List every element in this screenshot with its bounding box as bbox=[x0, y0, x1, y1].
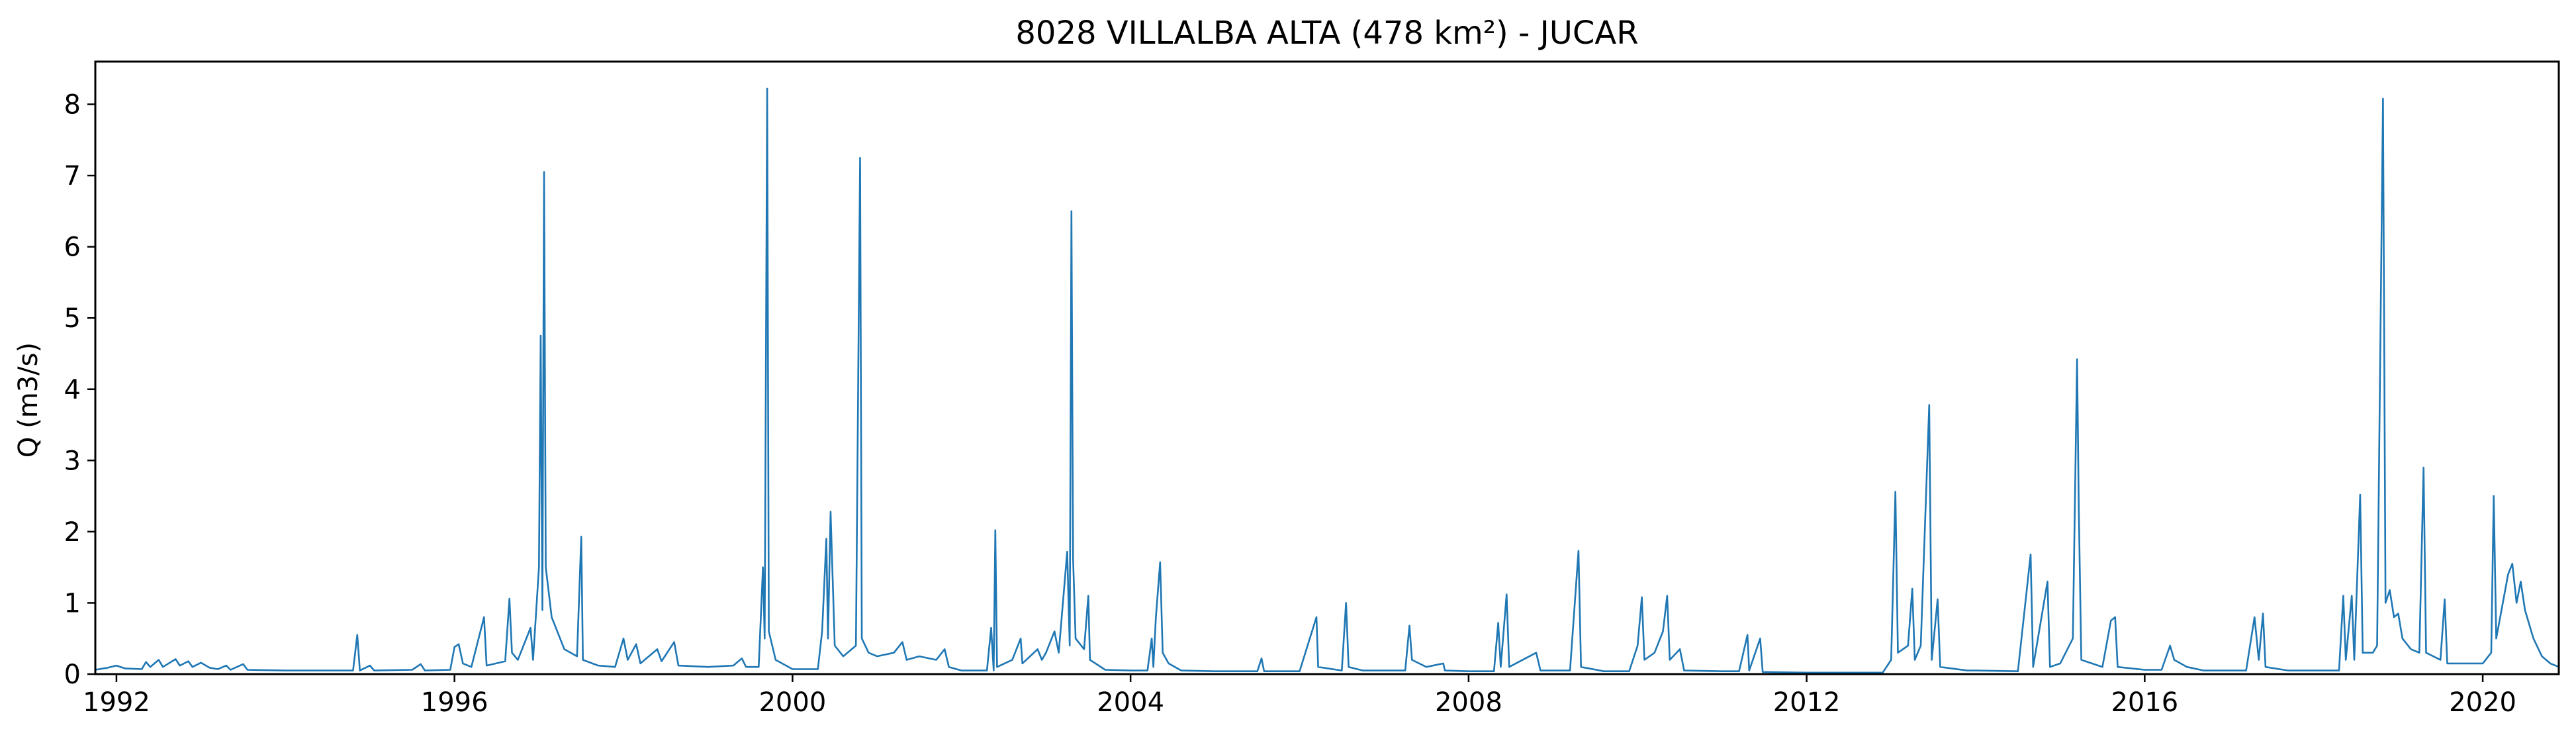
y-tick-label: 6 bbox=[64, 232, 81, 263]
x-tick-label: 2004 bbox=[1097, 687, 1164, 718]
x-tick-label: 1992 bbox=[83, 687, 150, 718]
chart-title: 8028 VILLALBA ALTA (478 km²) - JUCAR bbox=[1015, 15, 1638, 52]
y-tick-label: 8 bbox=[64, 90, 81, 121]
y-axis: 0 1 2 3 4 5 6 7 8 bbox=[64, 90, 95, 690]
axes-frame bbox=[94, 60, 2560, 675]
x-tick-label: 2016 bbox=[2111, 687, 2178, 718]
x-tick-label: 1996 bbox=[421, 687, 488, 718]
y-tick-label: 5 bbox=[64, 303, 81, 334]
series-line-Q bbox=[95, 87, 2559, 674]
y-axis-label: Q (m3/s) bbox=[13, 342, 44, 458]
y-tick-label: 3 bbox=[64, 446, 81, 476]
series-layer bbox=[95, 87, 2559, 674]
y-tick-label: 7 bbox=[64, 161, 81, 191]
x-tick-label: 2012 bbox=[1773, 687, 1841, 718]
plot-area bbox=[94, 60, 2560, 675]
y-tick-label: 2 bbox=[64, 517, 81, 548]
x-tick-label: 2008 bbox=[1435, 687, 1502, 718]
x-tick-label: 2020 bbox=[2449, 687, 2516, 718]
x-tick-label: 2000 bbox=[759, 687, 826, 718]
y-tick-label: 0 bbox=[64, 660, 81, 690]
y-tick-label: 4 bbox=[64, 375, 81, 405]
y-tick-label: 1 bbox=[64, 588, 81, 618]
x-axis: 1992 1996 2000 2004 2008 2012 2016 2020 bbox=[83, 674, 2516, 718]
